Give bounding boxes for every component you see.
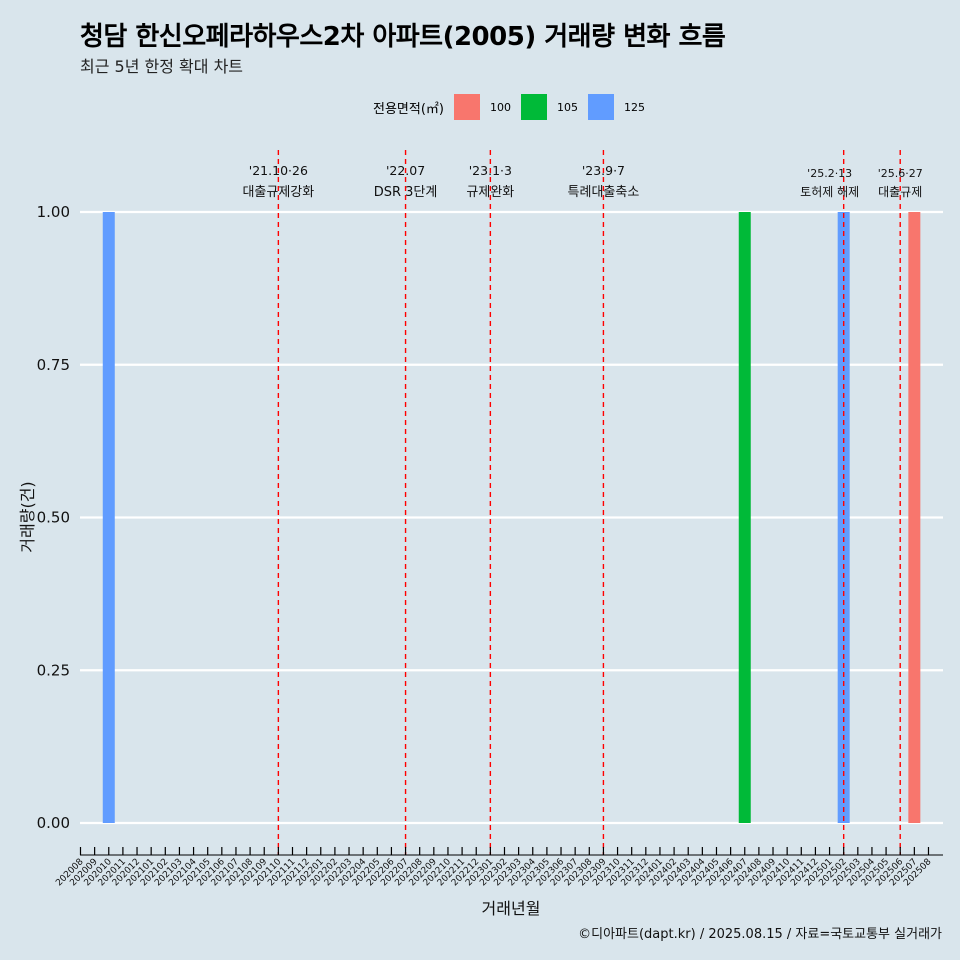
legend-swatch-125: [587, 94, 614, 120]
annotation-label: 특례대출축소: [568, 185, 640, 200]
y-tick-label: 0.75: [37, 356, 70, 374]
y-tick-label: 0.00: [37, 814, 70, 832]
y-tick-label: 1.00: [37, 203, 70, 221]
legend-label-105: 105: [556, 100, 578, 114]
chart-title: 청담 한신오페라하우스2차 아파트(2005) 거래량 변화 흐름: [80, 22, 726, 52]
bar-202010: [102, 212, 115, 823]
legend-label-125: 125: [623, 100, 645, 114]
annotation-date: '23.1·3: [469, 163, 512, 178]
bar-202407: [738, 212, 751, 823]
annotation-date: '25.6·27: [878, 167, 923, 180]
y-axis-title: 거래량(건): [18, 481, 37, 552]
y-tick-label: 0.25: [37, 661, 70, 679]
annotation-label: 규제완화: [466, 185, 514, 200]
legend-swatch-105: [520, 94, 547, 120]
y-tick-label: 0.50: [37, 509, 70, 527]
legend-label-100: 100: [489, 100, 511, 114]
x-axis-title: 거래년월: [482, 899, 541, 918]
bar-202507: [908, 212, 921, 823]
chart-subtitle: 최근 5년 한정 확대 차트: [80, 57, 244, 76]
legend: 전용면적(㎡) 100 105 125: [373, 93, 655, 121]
legend-item-105: 105: [520, 94, 578, 120]
annotation-date: '25.2·13: [807, 167, 852, 180]
legend-item-100: 100: [453, 94, 511, 120]
annotation-label: 대출규제강화: [242, 185, 314, 200]
annotation-label: 토허제 해제: [800, 185, 859, 199]
legend-item-125: 125: [587, 94, 645, 120]
annotation-date: '22.07: [386, 163, 425, 178]
legend-swatch-100: [453, 94, 480, 120]
annotation-date: '21.10·26: [249, 163, 308, 178]
bar-202502: [837, 212, 850, 823]
annotation-label: 대출규제: [878, 185, 922, 199]
source-caption: ©디아파트(dapt.kr) / 2025.08.15 / 자료=국토교통부 실…: [578, 927, 942, 942]
annotation-label: DSR 3단계: [374, 185, 438, 200]
annotation-date: '23.9·7: [582, 163, 625, 178]
legend-title: 전용면적(㎡): [373, 101, 444, 117]
